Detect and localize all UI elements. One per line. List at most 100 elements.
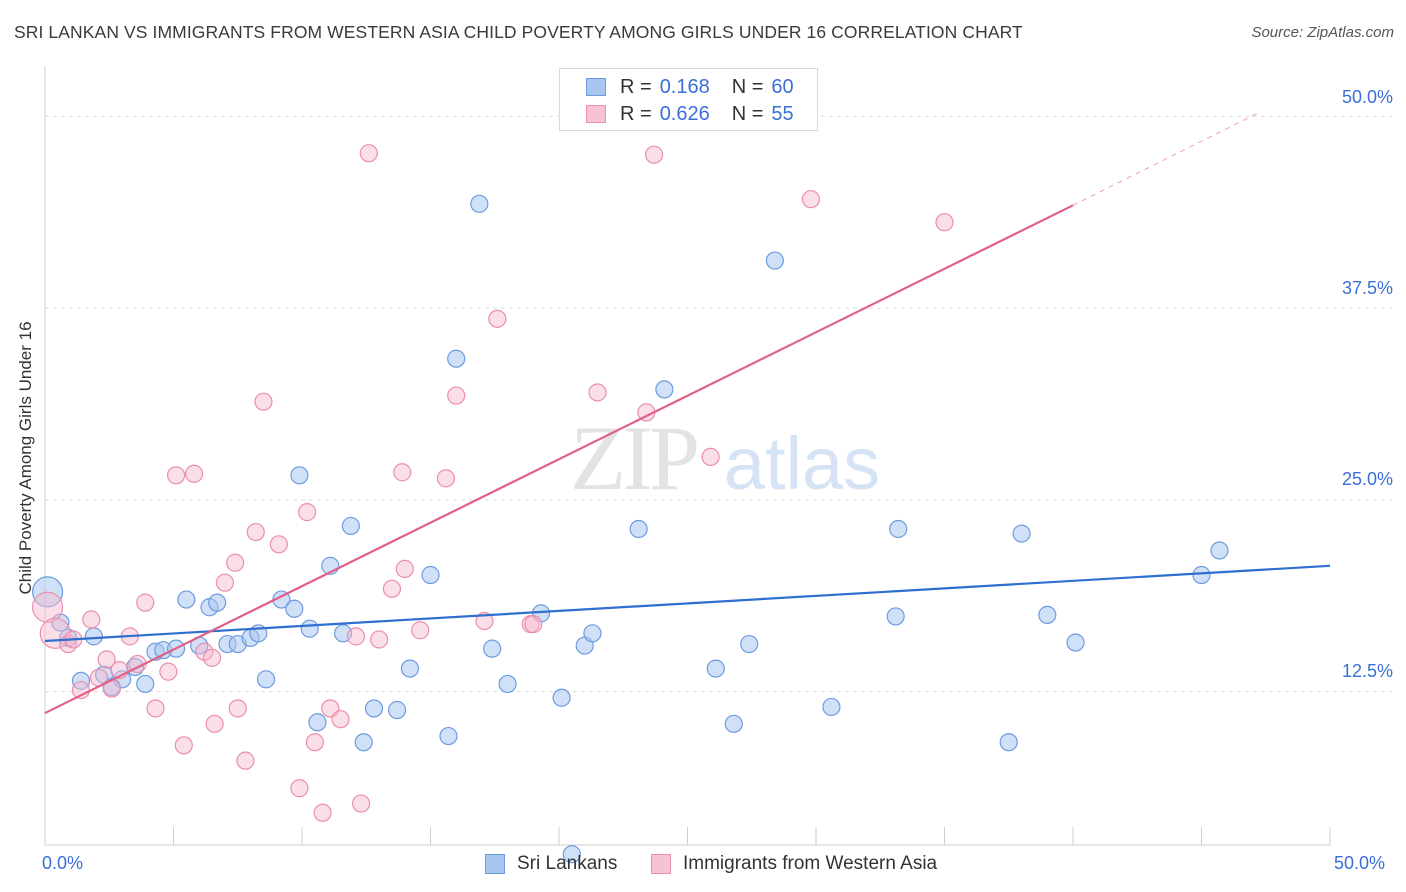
watermark: ZIP atlas bbox=[570, 407, 880, 509]
point-sri-lankans bbox=[562, 845, 581, 864]
point-western-asia bbox=[801, 190, 820, 209]
y-tick-label: 50.0% bbox=[1341, 87, 1393, 107]
legend-label: Sri Lankans bbox=[517, 853, 618, 874]
legend-item-western-asia[interactable]: Immigrants from Western Asia bbox=[651, 851, 937, 877]
legend-row-sri-lankans: R = 0.168 N = 60 bbox=[586, 75, 794, 99]
legend-swatch-blue bbox=[586, 78, 606, 96]
point-sri-lankans bbox=[71, 671, 91, 690]
legend-swatch-pink bbox=[651, 854, 671, 874]
point-sri-lankans bbox=[354, 733, 373, 752]
point-sri-lankans bbox=[341, 516, 360, 536]
point-sri-lankans bbox=[421, 565, 440, 585]
point-western-asia bbox=[290, 779, 309, 798]
y-tick-label: 25.0% bbox=[1341, 469, 1393, 489]
point-sri-lankans bbox=[1210, 541, 1229, 560]
point-western-asia bbox=[524, 615, 543, 634]
point-western-asia bbox=[226, 553, 245, 572]
legend-swatch-blue bbox=[485, 854, 505, 874]
point-western-asia bbox=[588, 383, 607, 402]
point-sri-lankans bbox=[470, 194, 489, 213]
trend-line-sri-lankans bbox=[44, 564, 1331, 643]
point-western-asia bbox=[436, 469, 456, 488]
point-western-asia bbox=[146, 699, 165, 718]
point-sri-lankans bbox=[629, 519, 648, 539]
point-western-asia bbox=[31, 591, 64, 623]
point-sri-lankans bbox=[706, 659, 725, 678]
point-western-asia bbox=[395, 559, 414, 578]
x-tick-label-max: 50.0% bbox=[1334, 853, 1386, 873]
point-sri-lankans bbox=[886, 607, 905, 626]
point-western-asia bbox=[393, 463, 412, 482]
y-axis-label: Child Poverty Among Girls Under 16 bbox=[16, 321, 35, 595]
point-western-asia bbox=[298, 503, 317, 522]
point-sri-lankans bbox=[1066, 633, 1085, 652]
point-western-asia bbox=[205, 714, 224, 733]
point-sri-lankans bbox=[387, 700, 407, 720]
r-label: R = bbox=[620, 75, 652, 98]
point-sri-lankans bbox=[498, 674, 517, 694]
point-sri-lankans bbox=[1038, 605, 1057, 625]
point-sri-lankans bbox=[765, 251, 784, 270]
point-western-asia bbox=[359, 144, 378, 163]
point-western-asia bbox=[269, 535, 288, 554]
correlation-legend: R = 0.168 N = 60 R = 0.626 N = 55 bbox=[559, 68, 818, 131]
legend-label: Immigrants from Western Asia bbox=[683, 853, 938, 874]
y-tick-label: 12.5% bbox=[1341, 661, 1393, 681]
n-value: 55 bbox=[771, 102, 794, 125]
point-western-asia bbox=[313, 803, 332, 822]
n-label: N = bbox=[731, 102, 764, 125]
point-western-asia bbox=[701, 447, 720, 466]
point-western-asia bbox=[202, 648, 222, 667]
point-sri-lankans bbox=[300, 619, 319, 638]
legend-item-sri-lankans[interactable]: Sri Lankans bbox=[485, 851, 617, 877]
r-value: 0.626 bbox=[659, 102, 710, 125]
point-western-asia bbox=[254, 392, 273, 411]
axes-layer bbox=[44, 66, 1331, 846]
point-sri-lankans bbox=[889, 519, 908, 539]
r-value: 0.168 bbox=[659, 75, 710, 98]
grid-layer bbox=[45, 115, 1392, 693]
point-sri-lankans bbox=[447, 349, 466, 368]
point-western-asia bbox=[215, 573, 234, 592]
trend-layer bbox=[44, 111, 1331, 715]
point-western-asia bbox=[97, 650, 116, 669]
point-western-asia bbox=[159, 662, 178, 681]
point-sri-lankans bbox=[724, 714, 743, 733]
point-sri-lankans bbox=[308, 713, 327, 732]
point-western-asia bbox=[370, 630, 389, 649]
point-western-asia bbox=[447, 386, 466, 405]
point-western-asia bbox=[488, 309, 507, 328]
point-western-asia bbox=[166, 466, 186, 485]
point-sri-lankans bbox=[999, 733, 1018, 752]
point-sri-lankans bbox=[84, 627, 103, 646]
legend-swatch-pink bbox=[586, 105, 606, 123]
point-western-asia bbox=[411, 621, 430, 640]
point-western-asia bbox=[475, 611, 494, 631]
point-sri-lankans bbox=[285, 599, 304, 618]
watermark-atlas: atlas bbox=[724, 422, 880, 505]
source-label: Source: ZipAtlas.com bbox=[1251, 24, 1394, 41]
trend-extension-western-asia bbox=[1072, 111, 1261, 206]
point-sri-lankans bbox=[290, 466, 309, 485]
r-label: R = bbox=[620, 102, 652, 125]
point-western-asia bbox=[228, 699, 247, 718]
x-tick-label-min: 0.0% bbox=[42, 853, 84, 873]
point-sri-lankans bbox=[740, 634, 759, 654]
point-sri-lankans bbox=[439, 726, 458, 746]
point-western-asia bbox=[184, 464, 204, 483]
point-sri-lankans bbox=[136, 674, 155, 694]
point-sri-lankans bbox=[256, 670, 276, 689]
point-sri-lankans bbox=[483, 639, 502, 658]
point-sri-lankans bbox=[655, 380, 674, 399]
point-sri-lankans bbox=[1012, 524, 1031, 543]
point-western-asia bbox=[236, 751, 255, 770]
watermark-zip: ZIP bbox=[570, 407, 697, 509]
legend-row-western-asia: R = 0.626 N = 55 bbox=[586, 102, 794, 126]
point-sri-lankans bbox=[177, 590, 196, 609]
point-western-asia bbox=[935, 213, 954, 232]
point-western-asia bbox=[352, 794, 371, 813]
point-western-asia bbox=[346, 627, 366, 646]
point-sri-lankans bbox=[208, 593, 227, 612]
point-western-asia bbox=[305, 733, 324, 752]
